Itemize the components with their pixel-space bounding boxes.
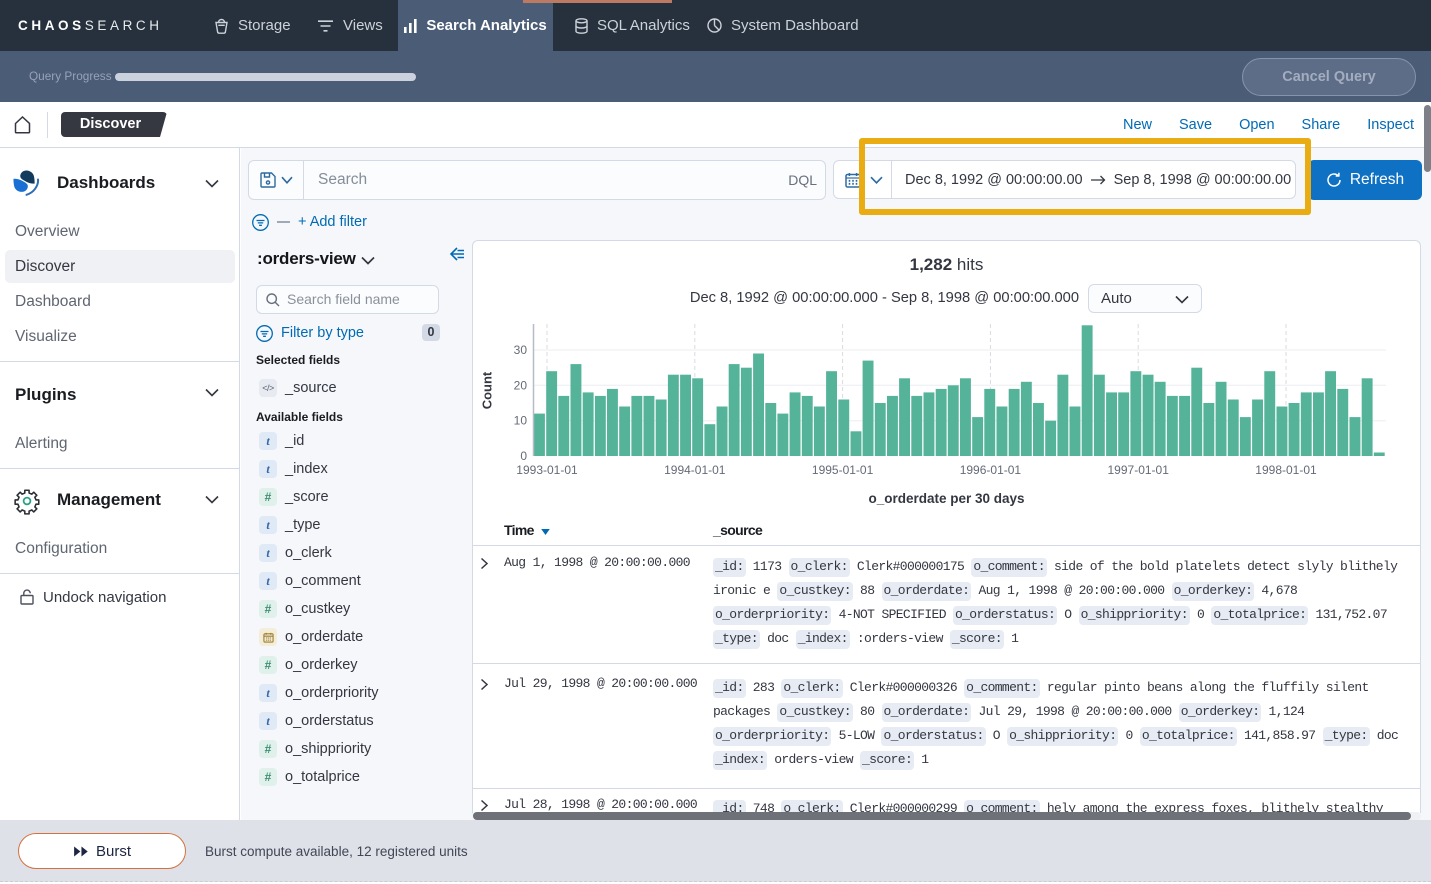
svg-text:0: 0 [520, 449, 527, 463]
svg-text:1996-01-01: 1996-01-01 [960, 463, 1022, 477]
svg-text:1993-01-01: 1993-01-01 [516, 463, 578, 477]
svg-text:1994-01-01: 1994-01-01 [664, 463, 726, 477]
svg-text:20: 20 [514, 378, 528, 392]
svg-text:30: 30 [514, 343, 528, 357]
svg-text:1995-01-01: 1995-01-01 [812, 463, 874, 477]
svg-text:10: 10 [514, 414, 528, 428]
svg-text:1998-01-01: 1998-01-01 [1255, 463, 1317, 477]
svg-text:1997-01-01: 1997-01-01 [1108, 463, 1170, 477]
